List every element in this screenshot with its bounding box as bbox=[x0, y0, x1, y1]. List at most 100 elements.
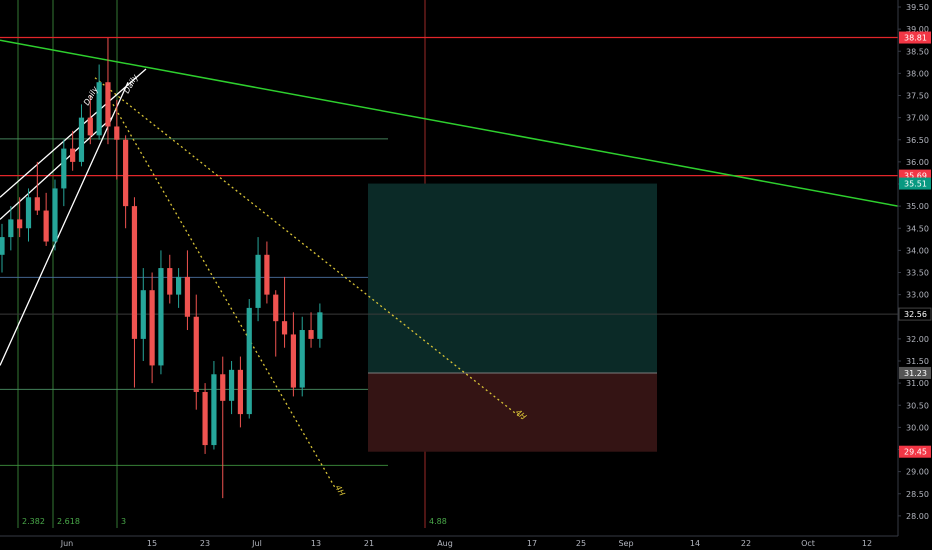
price-badge: 35.51 bbox=[899, 177, 931, 190]
candle-down bbox=[281, 276, 288, 348]
time-tick-label: 13 bbox=[311, 539, 321, 548]
candle-body bbox=[78, 117, 85, 162]
candle-up bbox=[8, 206, 14, 251]
candle-up bbox=[61, 139, 67, 207]
candle-down bbox=[237, 356, 244, 428]
candle-down bbox=[105, 37, 111, 145]
price-badge-bg bbox=[899, 366, 931, 379]
candle-body bbox=[308, 330, 314, 339]
candle-down bbox=[43, 192, 49, 246]
candle-up bbox=[211, 361, 217, 450]
price-tick-label: 28.00 bbox=[906, 512, 929, 521]
price-tick-label: 35.00 bbox=[906, 202, 929, 211]
fib-grid-lines bbox=[0, 0, 426, 528]
price-tick-label: 37.50 bbox=[906, 92, 929, 101]
daily-channel-lower[interactable] bbox=[0, 117, 113, 220]
price-tick-label: 28.50 bbox=[906, 490, 929, 499]
candle-body bbox=[114, 126, 120, 140]
fib-label: 2.618 bbox=[57, 517, 80, 526]
candle-down bbox=[123, 135, 129, 229]
price-badge: 31.23 bbox=[899, 366, 931, 379]
candle-body bbox=[202, 391, 208, 446]
time-tick-label: 12 bbox=[862, 539, 872, 548]
candle-up bbox=[299, 316, 305, 397]
candle-body bbox=[317, 312, 323, 339]
position-stop-zone[interactable] bbox=[368, 372, 657, 452]
candle-up bbox=[228, 361, 235, 415]
price-tick-label: 34.00 bbox=[906, 246, 929, 255]
candle-body bbox=[299, 330, 305, 388]
price-tick-label: 37.00 bbox=[906, 114, 929, 123]
candle-body bbox=[34, 197, 40, 211]
candle-body bbox=[17, 219, 23, 229]
candle-up bbox=[255, 237, 261, 322]
trendline-green[interactable] bbox=[0, 39, 899, 207]
candle-body bbox=[43, 210, 49, 242]
candle-body bbox=[246, 307, 252, 415]
time-tick-label: Oct bbox=[801, 539, 815, 548]
candle-body bbox=[0, 237, 5, 255]
price-badge-label: 35.51 bbox=[904, 180, 927, 189]
candle-body bbox=[25, 197, 32, 229]
trendline-4h-shallow[interactable] bbox=[94, 77, 523, 420]
price-tick-label: 38.00 bbox=[906, 69, 929, 78]
candle-up bbox=[158, 250, 164, 375]
price-tick-label: 31.00 bbox=[906, 379, 929, 388]
candle-down bbox=[167, 254, 173, 304]
candle-body bbox=[123, 139, 129, 207]
candle-up bbox=[0, 223, 5, 273]
candle-down bbox=[184, 250, 191, 331]
time-tick-label: 14 bbox=[690, 539, 700, 548]
price-tick-label: 39.50 bbox=[906, 3, 929, 12]
candle-up bbox=[140, 268, 146, 361]
price-badge-label: 35.69 bbox=[904, 172, 927, 181]
candle-body bbox=[220, 374, 226, 401]
time-tick-label: Aug bbox=[437, 539, 453, 548]
price-tick-label: 36.50 bbox=[906, 136, 929, 145]
candle-body bbox=[184, 276, 191, 317]
price-badge-label: 32.56 bbox=[904, 310, 927, 319]
daily-channel-outer[interactable] bbox=[0, 81, 129, 366]
time-tick-label: 22 bbox=[741, 539, 751, 548]
candle-body bbox=[52, 188, 58, 242]
trendline-4h-steep[interactable] bbox=[112, 104, 337, 490]
candle-down bbox=[308, 312, 314, 348]
time-tick-label: 17 bbox=[527, 539, 537, 548]
candle-body bbox=[281, 321, 288, 335]
long-position-tool[interactable] bbox=[368, 183, 657, 452]
candle-body bbox=[176, 276, 182, 295]
price-tick-label: 30.50 bbox=[906, 401, 929, 410]
price-badge: 29.45 bbox=[899, 445, 931, 458]
price-badge: 32.56 bbox=[898, 307, 932, 321]
4h-label-2: 4H bbox=[333, 484, 346, 498]
candle-down bbox=[149, 272, 155, 384]
candle-body bbox=[70, 148, 76, 162]
time-tick-label: Jul bbox=[251, 539, 262, 548]
candle-body bbox=[8, 219, 14, 238]
price-badge-bg bbox=[898, 307, 932, 321]
price-tick-label: 31.50 bbox=[906, 357, 929, 366]
price-tick-label: 30.00 bbox=[906, 423, 929, 432]
price-tick-label: 34.50 bbox=[906, 224, 929, 233]
candle-up bbox=[317, 303, 323, 348]
price-axis[interactable]: 28.0028.5029.0029.5030.0030.5031.0031.50… bbox=[897, 0, 932, 550]
price-badge-label: 31.23 bbox=[904, 369, 927, 378]
price-tick-label: 29.00 bbox=[906, 468, 929, 477]
candle-body bbox=[140, 290, 146, 339]
position-target-zone[interactable] bbox=[368, 183, 657, 373]
candle-down bbox=[202, 383, 208, 454]
candle-down bbox=[70, 130, 76, 171]
time-axis[interactable]: Jun 15 23 Jul 13 21 Aug 17 25 Sep 14 22 Oct 12 bbox=[0, 535, 898, 548]
candle-body bbox=[264, 254, 270, 295]
candle-down bbox=[17, 197, 23, 238]
candle-body bbox=[273, 294, 279, 322]
candle-body bbox=[167, 268, 173, 295]
price-badge-label: 38.81 bbox=[904, 34, 927, 43]
price-tick-label: 33.50 bbox=[906, 269, 929, 278]
candle-down bbox=[290, 312, 296, 397]
candle-down bbox=[114, 99, 120, 180]
candle-body bbox=[158, 268, 164, 366]
candle-body bbox=[255, 254, 261, 308]
candle-body bbox=[105, 82, 111, 127]
